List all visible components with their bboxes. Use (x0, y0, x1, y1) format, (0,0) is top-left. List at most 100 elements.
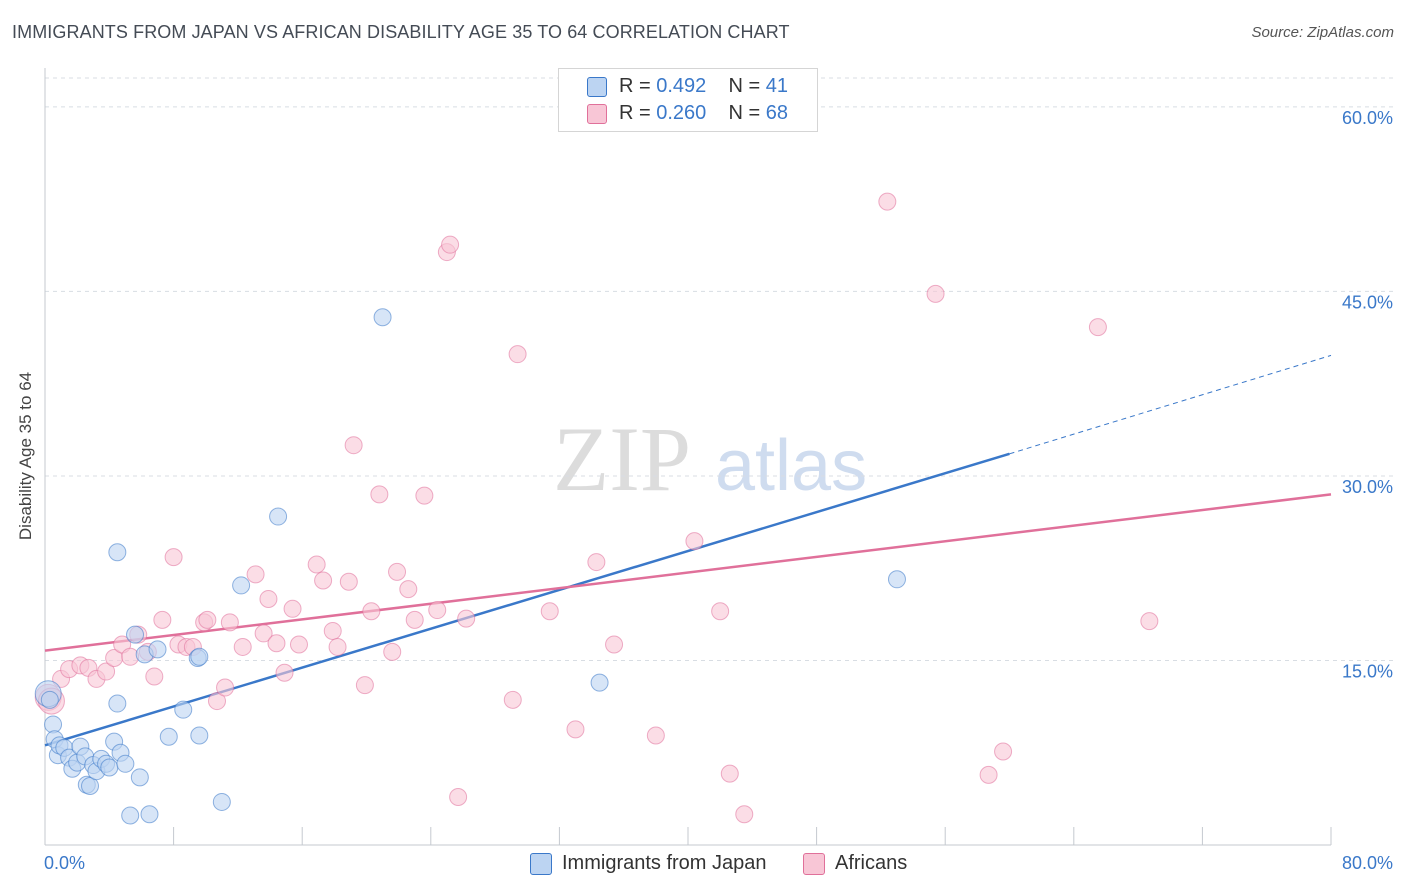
point-japan (887, 570, 906, 589)
point-africans (164, 548, 183, 567)
point-africans (153, 610, 172, 629)
x-tick-label: 0.0% (44, 853, 85, 873)
point-africans (457, 609, 476, 628)
point-africans (508, 345, 527, 364)
point-japan (269, 507, 288, 526)
point-africans (97, 662, 116, 681)
y-tick-label: 45.0% (1342, 292, 1393, 312)
point-africans (362, 602, 381, 621)
japan-swatch (587, 77, 607, 97)
point-japan (212, 792, 231, 811)
point-japan (100, 758, 119, 777)
source-credit: Source: ZipAtlas.com (1251, 24, 1394, 41)
axis-layer: 15.0% 30.0% 45.0% 60.0% 0.0% 80.0% (44, 68, 1393, 873)
point-japan (373, 308, 392, 327)
point-africans (646, 726, 665, 745)
point-africans (323, 621, 342, 640)
point-africans (208, 692, 227, 711)
stats-legend: R = 0.492 N = 41 R = 0.260 N = 68 (558, 68, 818, 132)
point-japan (108, 694, 127, 713)
point-africans (926, 284, 945, 303)
point-africans (979, 765, 998, 784)
point-africans (1140, 612, 1159, 631)
point-africans (267, 634, 286, 653)
point-africans (145, 667, 164, 686)
point-africans (216, 678, 235, 697)
point-japan (108, 543, 127, 562)
point-africans (587, 553, 606, 572)
point-japan (126, 625, 145, 644)
point-africans (720, 764, 739, 783)
point-africans (399, 580, 418, 599)
y-tick-label: 30.0% (1342, 477, 1393, 497)
point-africans (339, 572, 358, 591)
point-japan (116, 754, 135, 773)
point-africans (540, 602, 559, 621)
point-africans (685, 532, 704, 551)
n-label: N = (728, 75, 761, 97)
point-africans (289, 635, 308, 654)
point-africans (220, 613, 239, 632)
point-japan (190, 726, 209, 745)
point-africans (711, 602, 730, 621)
point-japan (174, 700, 193, 719)
point-africans (449, 788, 468, 807)
africans-legend-swatch (803, 853, 825, 875)
trend-line-africans (44, 493, 1332, 652)
y-tick-label: 15.0% (1342, 661, 1393, 681)
point-africans (605, 635, 624, 654)
point-africans (355, 676, 374, 695)
point-africans (233, 637, 252, 656)
point-africans (344, 436, 363, 455)
point-africans (370, 485, 389, 504)
japan-legend-swatch (530, 853, 552, 875)
point-africans (405, 610, 424, 629)
point-japan (148, 640, 167, 659)
point-africans (283, 599, 302, 618)
point-africans (441, 235, 460, 254)
point-africans (246, 565, 265, 584)
point-africans (735, 805, 754, 824)
point-japan (121, 806, 140, 825)
point-africans (328, 637, 347, 656)
point-africans (503, 690, 522, 709)
point-africans (1088, 318, 1107, 337)
point-africans (415, 486, 434, 505)
chart-title: IMMIGRANTS FROM JAPAN VS AFRICAN DISABIL… (12, 22, 790, 42)
watermark-atlas: atlas (715, 426, 867, 506)
point-africans (878, 192, 897, 211)
africans-swatch (587, 104, 607, 124)
n-value: 68 (765, 102, 789, 124)
point-japan (40, 690, 59, 709)
watermark-zip: ZIP (553, 408, 691, 510)
point-japan (130, 768, 149, 787)
point-africans (307, 555, 326, 574)
x-tick-label: 80.0% (1342, 853, 1393, 873)
point-africans (388, 562, 407, 581)
trend-line-japan (44, 452, 1010, 747)
point-africans (994, 742, 1013, 761)
point-africans (198, 610, 217, 629)
r-label: R = (619, 102, 651, 124)
point-africans (566, 720, 585, 739)
n-label: N = (728, 102, 761, 124)
y-tick-label: 60.0% (1342, 108, 1393, 128)
point-africans (383, 642, 402, 661)
r-label: R = (619, 75, 651, 97)
point-africans (428, 601, 447, 620)
r-value: 0.492 (656, 75, 707, 97)
point-africans (254, 624, 273, 643)
trend-line-japan-extension (1009, 354, 1332, 455)
point-africans (275, 663, 294, 682)
point-africans (259, 589, 278, 608)
points-layer (34, 192, 1159, 825)
r-value: 0.260 (656, 102, 707, 124)
point-japan (190, 647, 209, 666)
point-japan (590, 673, 609, 692)
n-value: 41 (765, 75, 789, 97)
trend-layer (44, 354, 1332, 747)
legend-label: Africans (835, 852, 908, 874)
point-japan (232, 576, 251, 595)
legend-label: Immigrants from Japan (562, 852, 767, 874)
